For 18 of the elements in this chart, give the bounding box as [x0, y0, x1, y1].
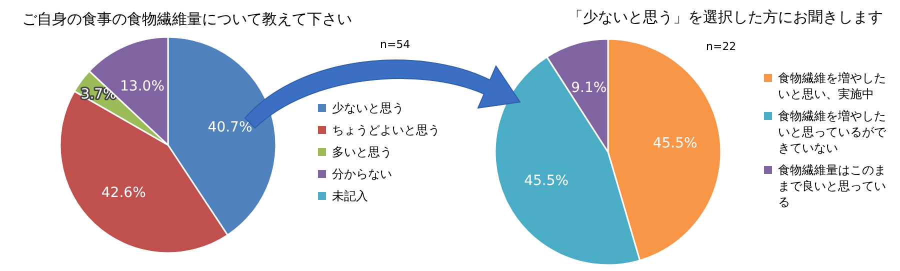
legend-label: 多いと思う [332, 144, 392, 160]
data-label: 42.6% [101, 185, 146, 202]
legend-label: 分からない [332, 166, 392, 182]
chart-subtitle: n=22 [706, 40, 736, 53]
chart-title: ご自身の食事の食物繊維量について教えて下さい [22, 10, 352, 29]
legend-label: 未記入 [332, 188, 368, 204]
chart-subtitle: n=54 [380, 38, 410, 51]
data-label: 45.5% [524, 173, 569, 190]
legend-label: 食物繊維を増やしたいと思い、実施中 [778, 70, 887, 102]
chart-title: 「少ないと思う」を選択した方にお聞きします [568, 8, 883, 27]
data-label: 13.0% [120, 78, 165, 95]
legend-label: 食物繊維を増やしたいと思っているができていない [778, 108, 888, 156]
legend-label: 食物繊維量はこのままで良いと思っている [778, 162, 887, 210]
legend-label: 少ないと思う [332, 100, 404, 116]
legend-label: ちょうどよいと思う [332, 122, 440, 138]
data-label: 9.1% [571, 80, 607, 96]
data-label: 45.5% [652, 135, 698, 152]
data-label: 40.7% [208, 119, 252, 136]
